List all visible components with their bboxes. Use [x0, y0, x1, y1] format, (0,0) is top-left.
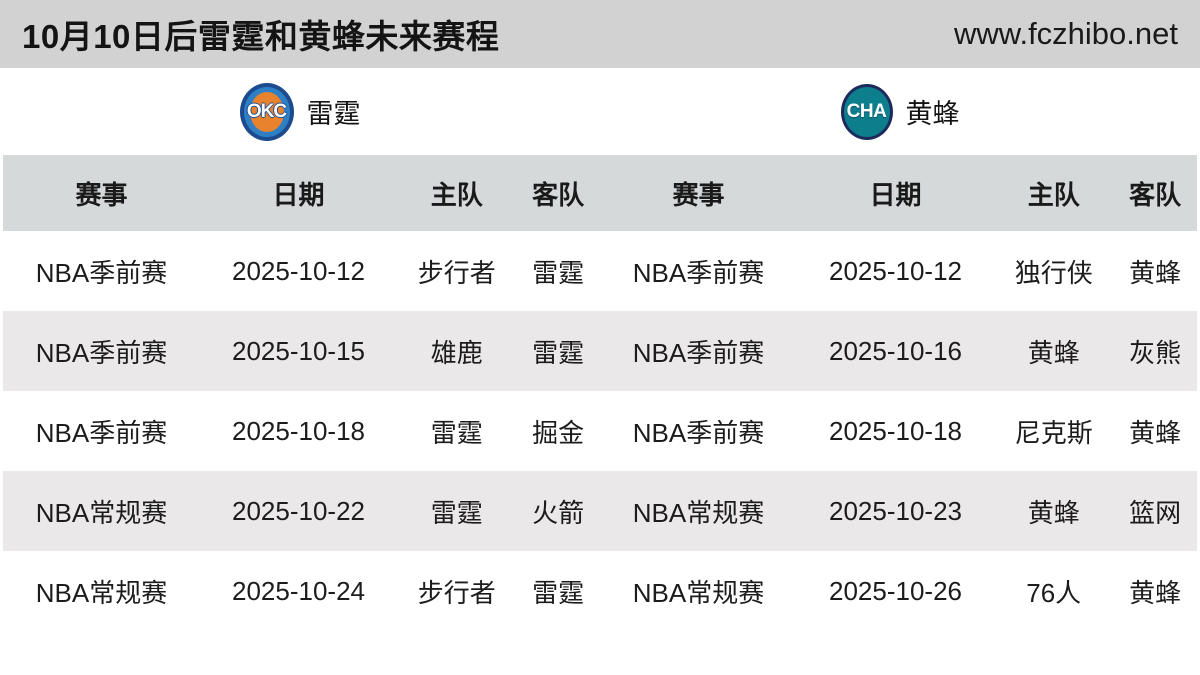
away-cell: 雷霆: [532, 337, 585, 368]
away-cell: 灰熊: [1129, 337, 1182, 368]
col-header-home: 主队: [1027, 179, 1080, 210]
col-header-date: 日期: [272, 179, 325, 210]
date-cell: 2025-10-16: [829, 335, 962, 366]
site-url: www.fczhibo.net: [954, 16, 1178, 51]
team-band: OKC 雷霆 CHA 黄蜂: [0, 68, 1200, 155]
schedule-row: NBA常规赛 2025-10-22 雷霆 火箭: [3, 471, 600, 551]
col-header-home: 主队: [430, 179, 483, 210]
away-cell: 黄蜂: [1129, 257, 1182, 288]
home-cell: 黄蜂: [1027, 337, 1080, 368]
okc-logo-center: [249, 91, 284, 132]
home-cell: 雄鹿: [430, 337, 483, 368]
schedule-row: NBA季前赛 2025-10-12 步行者 雷霆: [3, 231, 600, 311]
away-cell: 篮网: [1129, 497, 1182, 528]
home-cell: 76人: [1026, 577, 1082, 608]
page-title: 10月10日后雷霆和黄蜂未来赛程: [22, 18, 500, 55]
okc-logo-abbr: OKC: [246, 100, 287, 122]
away-cell: 雷霆: [532, 577, 585, 608]
table-header-row: 赛事 日期 主队 客队: [600, 155, 1197, 231]
home-cell: 雷霆: [430, 497, 483, 528]
cha-team-logo-icon: CHA: [840, 83, 893, 140]
col-header-away: 客队: [1129, 179, 1182, 210]
event-cell: NBA季前赛: [35, 257, 168, 288]
event-cell: NBA季前赛: [632, 337, 765, 368]
home-cell: 黄蜂: [1027, 497, 1080, 528]
home-cell: 独行侠: [1014, 257, 1093, 288]
schedule-row: NBA季前赛 2025-10-15 雄鹿 雷霆: [3, 311, 600, 391]
date-cell: 2025-10-26: [829, 575, 962, 606]
schedule-row: NBA常规赛 2025-10-23 黄蜂 篮网: [600, 471, 1197, 551]
home-cell: 步行者: [417, 257, 496, 288]
schedule-tables: 赛事 日期 主队 客队 NBA季前赛 2025-10-12 步行者 雷霆 NBA…: [3, 155, 1197, 631]
hornets-schedule-table: 赛事 日期 主队 客队 NBA季前赛 2025-10-12 独行侠 黄蜂 NBA…: [600, 155, 1197, 631]
home-cell: 雷霆: [430, 417, 483, 448]
col-header-date: 日期: [869, 179, 922, 210]
date-cell: 2025-10-15: [232, 335, 365, 366]
event-cell: NBA常规赛: [632, 577, 765, 608]
col-header-event: 赛事: [672, 179, 725, 210]
date-cell: 2025-10-24: [232, 575, 365, 606]
date-cell: 2025-10-23: [829, 495, 962, 526]
team-name-hornets: 黄蜂: [905, 99, 960, 129]
col-header-event: 赛事: [75, 179, 128, 210]
event-cell: NBA常规赛: [35, 497, 168, 528]
date-cell: 2025-10-12: [829, 255, 962, 286]
away-cell: 火箭: [532, 497, 585, 528]
col-header-away: 客队: [532, 179, 585, 210]
event-cell: NBA季前赛: [632, 417, 765, 448]
home-cell: 尼克斯: [1014, 417, 1093, 448]
date-cell: 2025-10-22: [232, 495, 365, 526]
schedule-row: NBA常规赛 2025-10-26 76人 黄蜂: [600, 551, 1197, 631]
away-cell: 黄蜂: [1129, 417, 1182, 448]
thunder-schedule-table: 赛事 日期 主队 客队 NBA季前赛 2025-10-12 步行者 雷霆 NBA…: [3, 155, 600, 631]
cha-logo-abbr: CHA: [846, 100, 887, 122]
event-cell: NBA常规赛: [632, 497, 765, 528]
event-cell: NBA季前赛: [35, 337, 168, 368]
team-header-hornets: CHA 黄蜂: [600, 68, 1200, 155]
team-header-thunder: OKC 雷霆: [0, 68, 600, 155]
date-cell: 2025-10-12: [232, 255, 365, 286]
event-cell: NBA季前赛: [632, 257, 765, 288]
event-cell: NBA季前赛: [35, 417, 168, 448]
schedule-row: NBA季前赛 2025-10-18 雷霆 掘金: [3, 391, 600, 471]
schedule-row: NBA季前赛 2025-10-18 尼克斯 黄蜂: [600, 391, 1197, 471]
schedule-row: NBA常规赛 2025-10-24 步行者 雷霆: [3, 551, 600, 631]
event-cell: NBA常规赛: [35, 577, 168, 608]
team-name-thunder: 雷霆: [306, 99, 361, 129]
schedule-row: NBA季前赛 2025-10-16 黄蜂 灰熊: [600, 311, 1197, 391]
away-cell: 雷霆: [532, 257, 585, 288]
home-cell: 步行者: [417, 577, 496, 608]
away-cell: 掘金: [532, 417, 585, 448]
schedule-row: NBA季前赛 2025-10-12 独行侠 黄蜂: [600, 231, 1197, 311]
table-header-row: 赛事 日期 主队 客队: [3, 155, 600, 231]
date-cell: 2025-10-18: [829, 415, 962, 446]
date-cell: 2025-10-18: [232, 415, 365, 446]
away-cell: 黄蜂: [1129, 577, 1182, 608]
okc-team-logo-icon: OKC: [239, 82, 294, 141]
title-bar: 10月10日后雷霆和黄蜂未来赛程 www.fczhibo.net: [0, 0, 1200, 68]
